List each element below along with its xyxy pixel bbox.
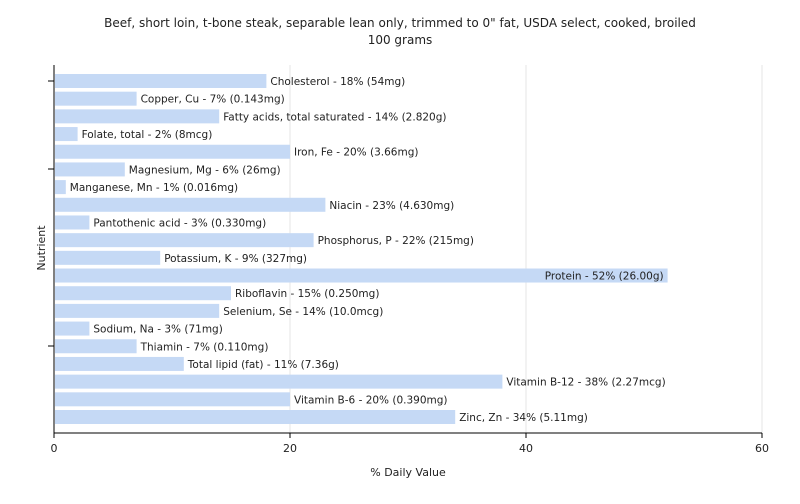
bar-label: Iron, Fe - 20% (3.66mg) <box>294 147 418 159</box>
bar <box>55 127 78 142</box>
x-tick-label: 0 <box>51 442 58 455</box>
bar-label: Niacin - 23% (4.630mg) <box>329 200 454 212</box>
x-tick-label: 20 <box>283 442 297 455</box>
bar-label: Manganese, Mn - 1% (0.016mg) <box>70 182 238 194</box>
chart-subtitle: 100 grams <box>368 33 433 47</box>
bar-label: Cholesterol - 18% (54mg) <box>270 76 405 88</box>
bar <box>55 410 456 424</box>
bar-labels: Cholesterol - 18% (54mg) Copper, Cu - 7% … <box>70 76 666 424</box>
bar-label: Sodium, Na - 3% (71mg) <box>93 324 222 336</box>
bar-label: Phosphorus, P - 22% (215mg) <box>318 235 474 247</box>
x-axis-label: % Daily Value <box>370 466 446 479</box>
bar <box>55 321 90 336</box>
bar-label: Pantothenic acid - 3% (0.330mg) <box>93 217 266 229</box>
axes: 0 20 40 60 <box>48 65 769 455</box>
grid-lines <box>289 65 763 433</box>
bar <box>55 144 290 159</box>
y-axis-label: Nutrient <box>35 225 48 271</box>
bar <box>55 268 668 283</box>
bar <box>55 109 220 124</box>
bar-label: Total lipid (fat) - 11% (7.36g) <box>187 359 339 371</box>
chart-title: Beef, short loin, t-bone steak, separabl… <box>104 16 696 30</box>
bar <box>55 233 314 248</box>
x-tick-label: 60 <box>755 442 769 455</box>
bar-label: Zinc, Zn - 34% (5.11mg) <box>459 412 588 424</box>
bar <box>55 180 66 195</box>
bar <box>55 74 267 88</box>
bar-label: Potassium, K - 9% (327mg) <box>164 253 307 265</box>
bar <box>55 374 503 389</box>
bar <box>55 162 125 177</box>
bar-label: Riboflavin - 15% (0.250mg) <box>235 288 379 300</box>
bar <box>55 91 137 106</box>
bar <box>55 356 184 371</box>
bar <box>55 286 231 301</box>
bar-label: Selenium, Se - 14% (10.0mcg) <box>223 306 383 318</box>
bar <box>55 215 90 230</box>
bars <box>55 74 668 424</box>
bar-label: Protein - 52% (26.00g) <box>545 271 664 283</box>
bar-label: Vitamin B-12 - 38% (2.27mcg) <box>506 377 665 389</box>
bar <box>55 250 161 265</box>
x-tick-label: 40 <box>519 442 533 455</box>
bar-label: Folate, total - 2% (8mcg) <box>82 129 213 141</box>
bar-label: Fatty acids, total saturated - 14% (2.82… <box>223 111 446 123</box>
bar-label: Thiamin - 7% (0.110mg) <box>140 341 269 353</box>
bar-label: Magnesium, Mg - 6% (26mg) <box>129 164 281 176</box>
bar <box>55 303 220 318</box>
bar <box>55 392 290 407</box>
bar <box>55 197 326 212</box>
bar <box>55 339 137 354</box>
bar-label: Vitamin B-6 - 20% (0.390mg) <box>294 394 448 406</box>
bar-label: Copper, Cu - 7% (0.143mg) <box>141 94 285 106</box>
